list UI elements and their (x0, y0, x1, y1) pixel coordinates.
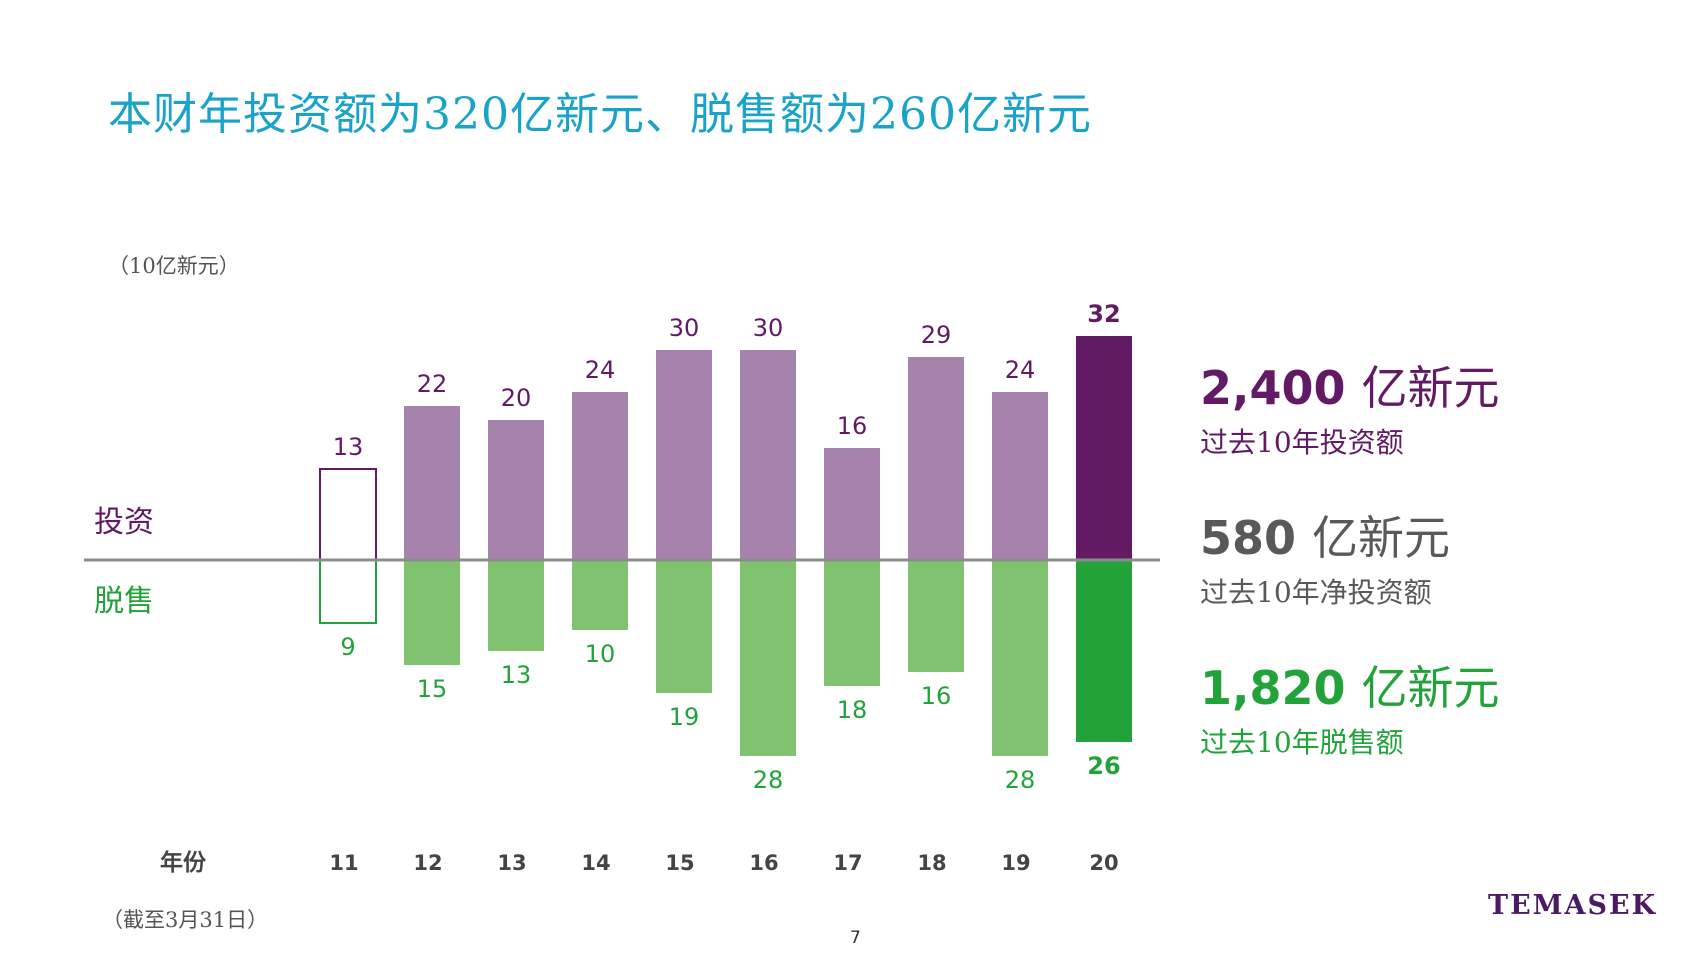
data-label-investment-20: 32 (1087, 300, 1120, 328)
tick-label-11: 11 (329, 851, 358, 875)
data-label-investment-17: 16 (837, 412, 868, 440)
bar-divestment-18 (908, 560, 964, 672)
bar-investment-18 (908, 357, 964, 560)
data-label-investment-14: 24 (585, 356, 616, 384)
data-label-divestment-18: 16 (921, 682, 952, 710)
tick-label-12: 12 (413, 851, 442, 875)
tick-label-13: 13 (497, 851, 526, 875)
summary-net-number: 580 (1200, 511, 1297, 565)
tick-label-17: 17 (833, 851, 862, 875)
data-label-investment-13: 20 (501, 384, 532, 412)
data-label-divestment-16: 28 (753, 766, 784, 794)
bar-investment-12 (404, 406, 460, 560)
data-label-divestment-11: 9 (340, 633, 355, 661)
data-label-divestment-17: 18 (837, 696, 868, 724)
tick-label-18: 18 (917, 851, 946, 875)
summary-divestment: 1,820 亿新元 过去10年脱售额 (1200, 665, 1500, 761)
data-label-divestment-15: 19 (669, 703, 700, 731)
tick-label-16: 16 (749, 851, 778, 875)
bar-investment-14 (572, 392, 628, 560)
page-number: 7 (850, 928, 861, 948)
bar-divestment-13 (488, 560, 544, 651)
summary-investment-unit: 亿新元 (1361, 361, 1500, 415)
bar-investment-16 (740, 350, 796, 560)
summary-net-caption: 过去10年净投资额 (1200, 576, 1432, 609)
summary-divestment-caption: 过去10年脱售额 (1200, 726, 1404, 759)
data-label-divestment-20: 26 (1087, 752, 1120, 780)
data-label-investment-16: 30 (753, 314, 784, 342)
bar-investment-13 (488, 420, 544, 560)
bar-divestment-15 (656, 560, 712, 693)
summary-net-unit: 亿新元 (1312, 511, 1451, 565)
tick-label-14: 14 (581, 851, 610, 875)
bar-divestment-16 (740, 560, 796, 756)
data-label-divestment-14: 10 (585, 640, 616, 668)
data-label-investment-18: 29 (921, 321, 952, 349)
footnote: （截至3月31日） (102, 908, 269, 932)
bar-investment-19 (992, 392, 1048, 560)
bar-investment-17 (824, 448, 880, 560)
tick-label-20: 20 (1089, 851, 1118, 875)
tick-label-15: 15 (665, 851, 694, 875)
bar-investment-20 (1076, 336, 1132, 560)
data-label-investment-11: 13 (333, 433, 364, 461)
bar-investment-11 (319, 468, 377, 561)
bar-divestment-12 (404, 560, 460, 665)
page-title: 本财年投资额为320亿新元、脱售额为260亿新元 (108, 89, 1092, 140)
data-label-divestment-19: 28 (1005, 766, 1036, 794)
series-label-divestment: 脱售 (94, 584, 154, 619)
bar-divestment-19 (992, 560, 1048, 756)
summary-investment-caption: 过去10年投资额 (1200, 426, 1404, 459)
bar-divestment-11 (319, 559, 377, 624)
investment-divestment-chart: 13 9 11 22 15 12 20 13 13 24 10 14 30 19 15 30 28 16 16 18 1… (84, 300, 1160, 876)
data-label-divestment-13: 13 (501, 661, 532, 689)
summary-investment-number: 2,400 (1200, 361, 1346, 415)
tick-label-19: 19 (1001, 851, 1030, 875)
summary-net-investment: 580 亿新元 过去10年净投资额 (1200, 515, 1450, 611)
series-label-investment: 投资 (94, 505, 154, 540)
summary-divestment-number: 1,820 (1200, 661, 1346, 715)
data-label-divestment-12: 15 (417, 675, 448, 703)
data-label-investment-12: 22 (417, 370, 448, 398)
bar-divestment-17 (824, 560, 880, 686)
temasek-logo: TEMASEK (1488, 890, 1658, 921)
bar-investment-15 (656, 350, 712, 560)
x-axis-label: 年份 (160, 849, 207, 876)
data-label-investment-15: 30 (669, 314, 700, 342)
summary-investment: 2,400 亿新元 过去10年投资额 (1200, 365, 1500, 461)
bar-divestment-14 (572, 560, 628, 630)
summary-divestment-unit: 亿新元 (1361, 661, 1500, 715)
data-label-investment-19: 24 (1005, 356, 1036, 384)
unit-label: （10亿新元） (108, 254, 240, 278)
bar-divestment-20 (1076, 560, 1132, 742)
